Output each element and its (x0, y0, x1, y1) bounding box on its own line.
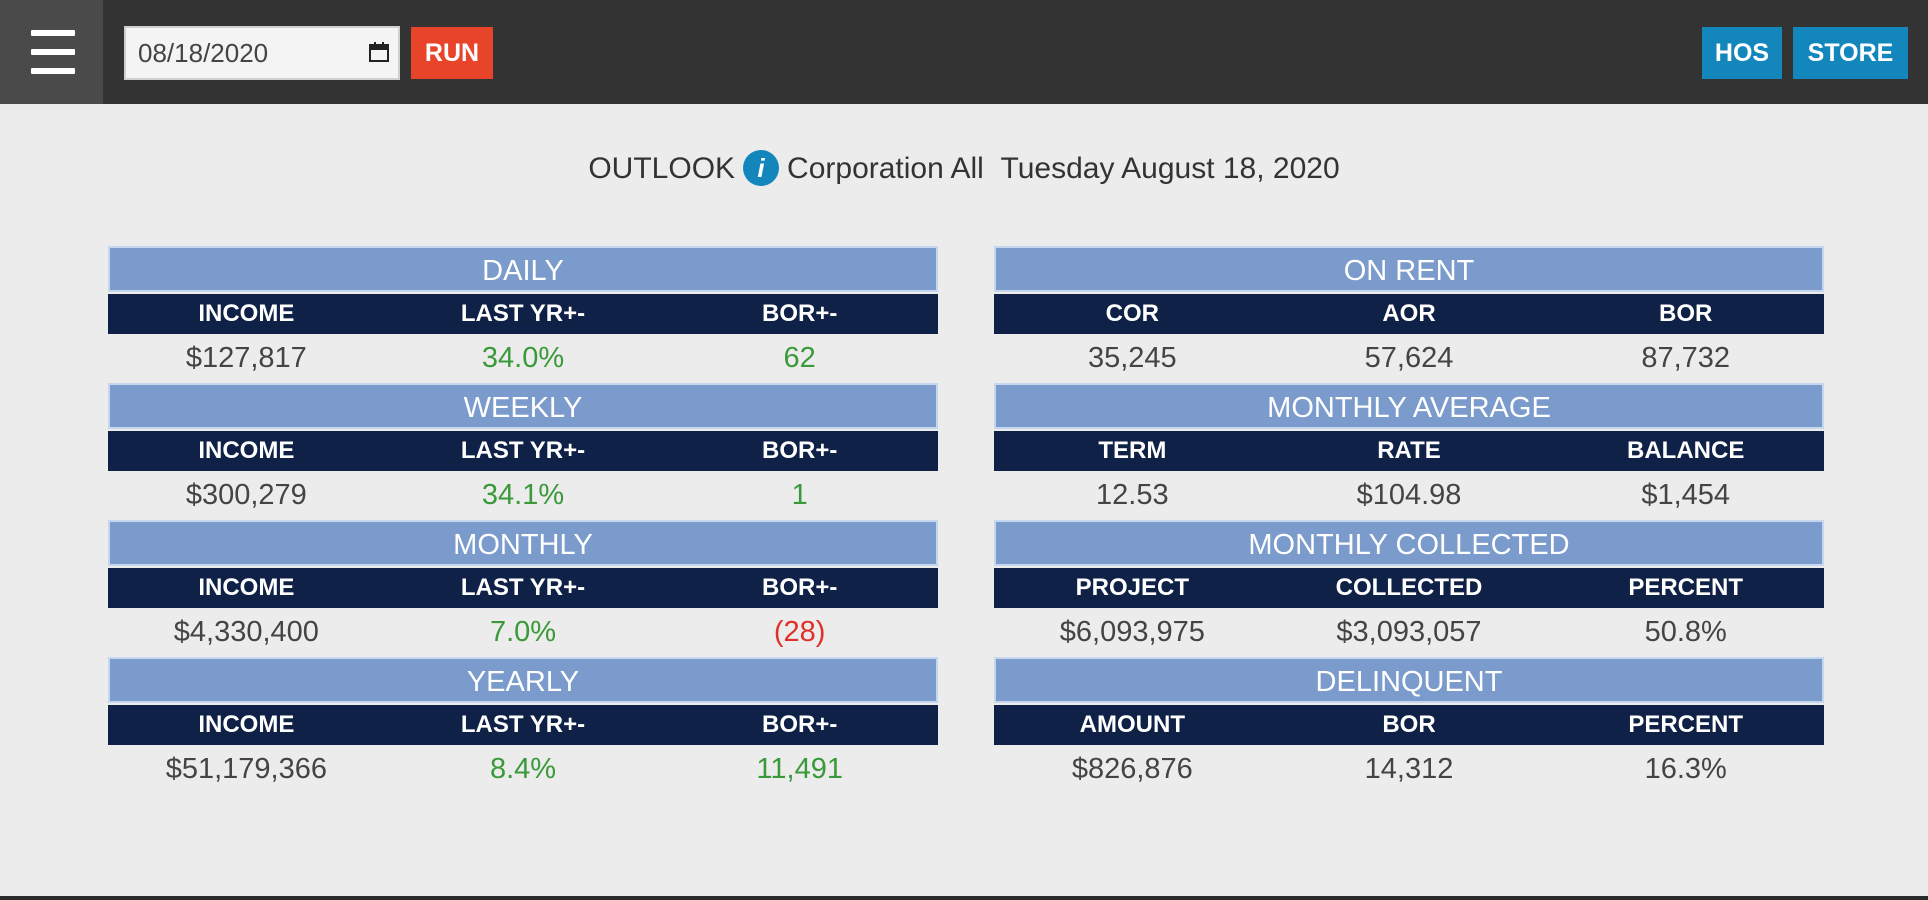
column-header: BOR+- (762, 300, 838, 327)
rate-value: $104.98 (1356, 479, 1462, 511)
column-header: BOR+- (762, 711, 838, 738)
income-value: $4,330,400 (173, 616, 319, 648)
bor-value: 87,732 (1641, 342, 1731, 374)
column-header: LAST YR+- (460, 300, 586, 327)
term-value: 12.53 (1096, 479, 1169, 511)
column-header: BALANCE (1627, 437, 1745, 464)
value-row: $4,330,400 7.0% (28) (108, 608, 938, 656)
monthly-average-section: MONTHLY AVERAGE TERM RATE BALANCE 12.53 … (994, 383, 1824, 520)
bor-change: 11,491 (756, 753, 843, 785)
section-title: MONTHLY COLLECTED (994, 520, 1824, 566)
percent-value: 50.8% (1644, 616, 1727, 648)
column-header: LAST YR+- (460, 711, 586, 738)
yearly-section: YEARLY INCOME LAST YR+- BOR+- $51,179,36… (108, 657, 938, 794)
income-value: $300,279 (185, 479, 307, 511)
aor-value: 57,624 (1364, 342, 1454, 374)
column-header: LAST YR+- (460, 437, 586, 464)
top-toolbar: 08/18/2020 RUN HOS STORE (0, 0, 1928, 104)
on-rent-section: ON RENT COR AOR BOR 35,245 57,624 87,732 (994, 246, 1824, 383)
column-header: COR (1105, 300, 1159, 327)
project-value: $6,093,975 (1059, 616, 1205, 648)
column-headers: COR AOR BOR (994, 294, 1824, 334)
date-input[interactable]: 08/18/2020 (124, 26, 400, 80)
column-header: BOR+- (762, 574, 838, 601)
outlook-content: OUTLOOK i Corporation All Tuesday August 1… (0, 104, 1928, 896)
cor-value: 35,245 (1087, 342, 1177, 374)
column-header: INCOME (198, 574, 295, 601)
column-headers: INCOME LAST YR+- BOR+- (108, 705, 938, 745)
left-panel: DAILY INCOME LAST YR+- BOR+- $127,817 34… (108, 246, 938, 794)
page-title: OUTLOOK i Corporation All Tuesday August 1… (0, 150, 1928, 188)
column-header: AOR (1382, 300, 1436, 327)
value-row: $127,817 34.0% 62 (108, 334, 938, 382)
right-panel: ON RENT COR AOR BOR 35,245 57,624 87,732… (994, 246, 1824, 794)
bottom-border (0, 896, 1928, 900)
weekly-section: WEEKLY INCOME LAST YR+- BOR+- $300,279 3… (108, 383, 938, 520)
value-row: $6,093,975 $3,093,057 50.8% (994, 608, 1824, 656)
column-headers: INCOME LAST YR+- BOR+- (108, 431, 938, 471)
value-row: 35,245 57,624 87,732 (994, 334, 1824, 382)
column-header: PROJECT (1075, 574, 1190, 601)
column-header: INCOME (198, 711, 295, 738)
column-header: LAST YR+- (460, 574, 586, 601)
value-row: $51,179,366 8.4% 11,491 (108, 745, 938, 793)
info-icon[interactable]: i (743, 150, 780, 187)
amount-value: $826,876 (1071, 753, 1193, 785)
column-header: BOR+- (762, 437, 838, 464)
column-header: BOR (1659, 300, 1713, 327)
bor-change: 62 (783, 342, 816, 374)
value-row: 12.53 $104.98 $1,454 (994, 471, 1824, 519)
column-header: COLLECTED (1335, 574, 1483, 601)
daily-section: DAILY INCOME LAST YR+- BOR+- $127,817 34… (108, 246, 938, 383)
column-headers: TERM RATE BALANCE (994, 431, 1824, 471)
section-title: WEEKLY (108, 383, 938, 429)
column-header: INCOME (198, 300, 295, 327)
column-header: TERM (1098, 437, 1167, 464)
column-header: AMOUNT (1079, 711, 1185, 738)
column-header: BOR (1382, 711, 1436, 738)
column-header: PERCENT (1628, 711, 1744, 738)
section-title: DELINQUENT (994, 657, 1824, 703)
column-headers: INCOME LAST YR+- BOR+- (108, 294, 938, 334)
date-label: Tuesday August 18, 2020 (1000, 152, 1340, 185)
column-header: INCOME (198, 437, 295, 464)
monthly-section: MONTHLY INCOME LAST YR+- BOR+- $4,330,40… (108, 520, 938, 657)
hos-button[interactable]: HOS (1702, 27, 1782, 79)
calendar-icon[interactable] (368, 41, 390, 63)
section-title: YEARLY (108, 657, 938, 703)
bor-value: 14,312 (1364, 753, 1454, 785)
income-value: $127,817 (185, 342, 307, 374)
last-year-change: 7.0% (489, 616, 557, 648)
column-headers: AMOUNT BOR PERCENT (994, 705, 1824, 745)
hamburger-menu-icon[interactable] (0, 0, 103, 104)
monthly-collected-section: MONTHLY COLLECTED PROJECT COLLECTED PERC… (994, 520, 1824, 657)
delinquent-section: DELINQUENT AMOUNT BOR PERCENT $826,876 1… (994, 657, 1824, 794)
last-year-change: 34.1% (481, 479, 565, 511)
value-row: $826,876 14,312 16.3% (994, 745, 1824, 793)
column-headers: INCOME LAST YR+- BOR+- (108, 568, 938, 608)
collected-value: $3,093,057 (1336, 616, 1482, 648)
percent-value: 16.3% (1644, 753, 1727, 785)
section-title: ON RENT (994, 246, 1824, 292)
run-button[interactable]: RUN (411, 27, 493, 79)
column-headers: PROJECT COLLECTED PERCENT (994, 568, 1824, 608)
store-button[interactable]: STORE (1793, 27, 1908, 79)
balance-value: $1,454 (1641, 479, 1731, 511)
section-title: MONTHLY AVERAGE (994, 383, 1824, 429)
section-title: DAILY (108, 246, 938, 292)
last-year-change: 34.0% (481, 342, 565, 374)
column-header: RATE (1377, 437, 1441, 464)
bor-change: (28) (773, 616, 826, 648)
last-year-change: 8.4% (489, 753, 557, 785)
outlook-label: OUTLOOK (588, 152, 736, 185)
date-input-value: 08/18/2020 (138, 38, 269, 68)
column-header: PERCENT (1628, 574, 1744, 601)
section-title: MONTHLY (108, 520, 938, 566)
bor-change: 1 (791, 479, 808, 511)
scope-label: Corporation All (787, 152, 984, 185)
income-value: $51,179,366 (165, 753, 327, 785)
value-row: $300,279 34.1% 1 (108, 471, 938, 519)
